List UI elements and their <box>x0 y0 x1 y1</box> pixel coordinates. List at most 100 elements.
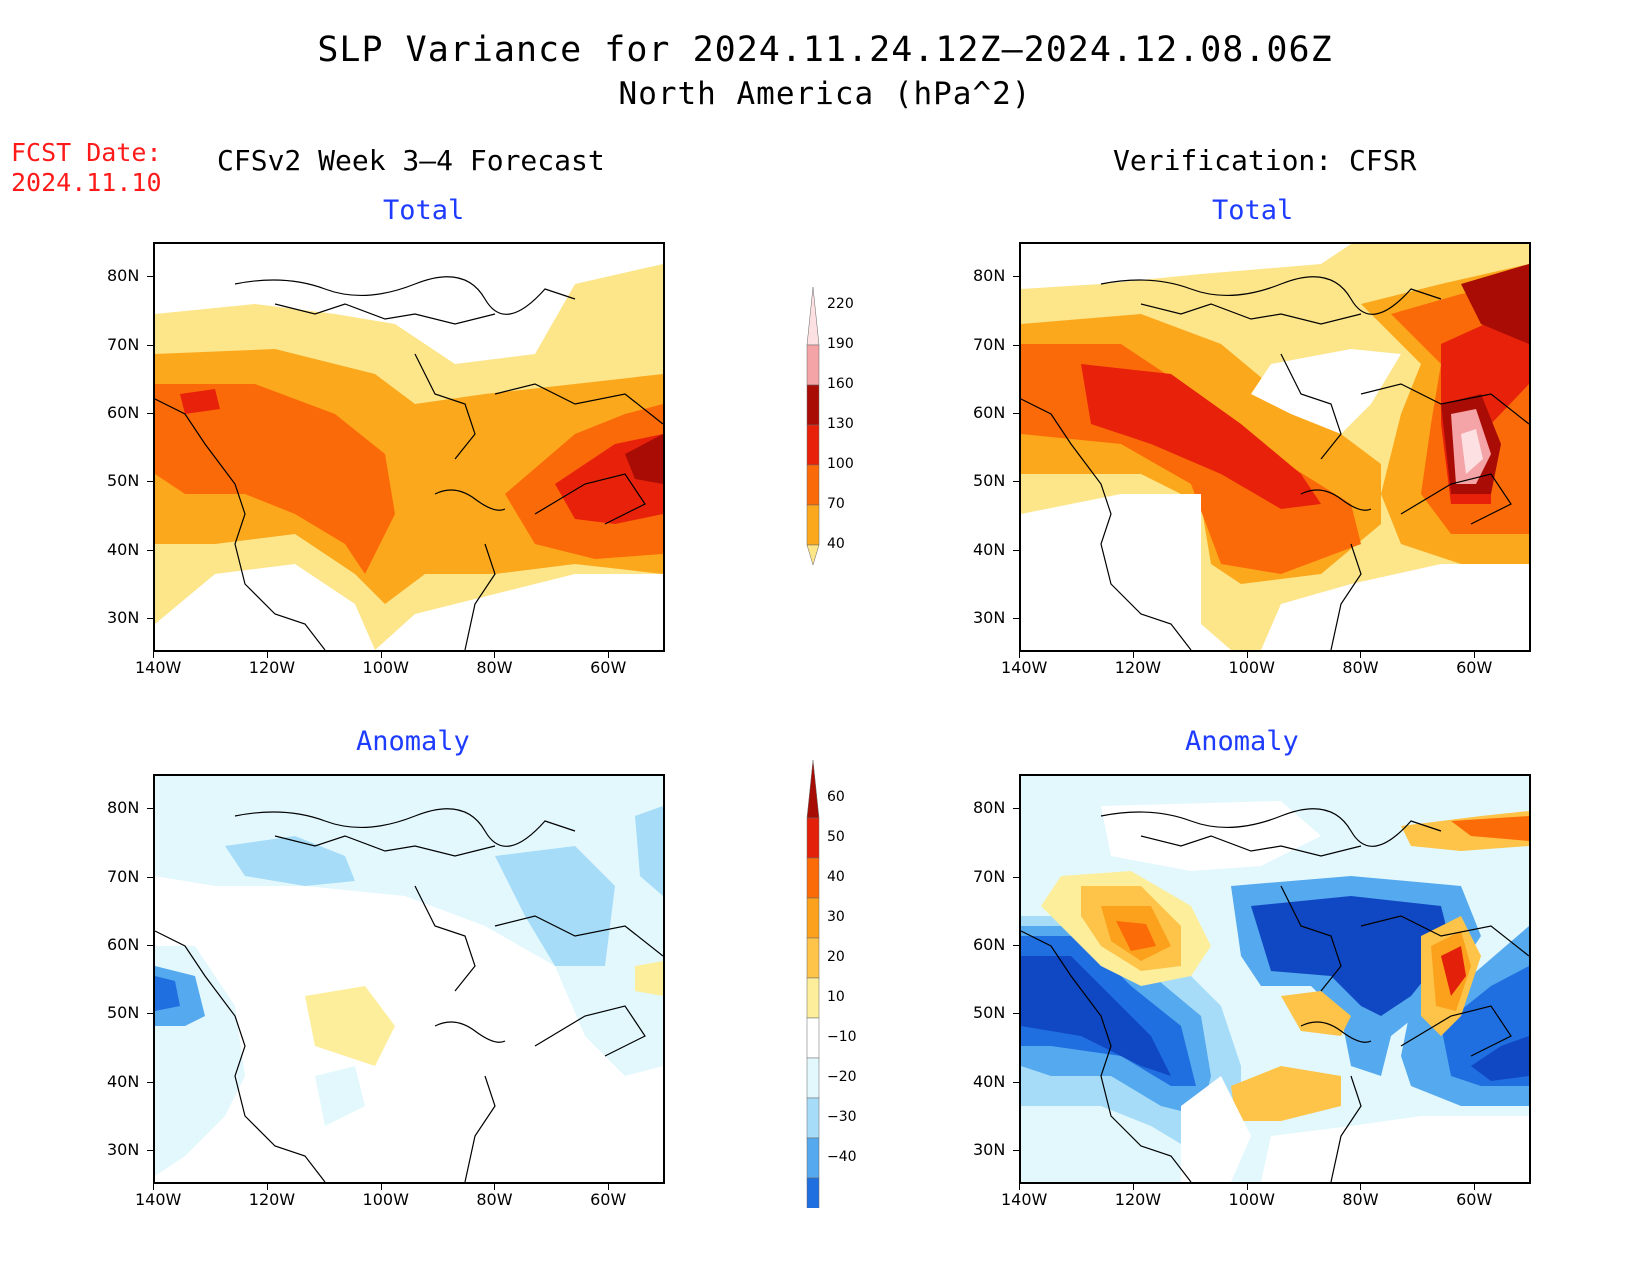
lon-tick-label: 60W <box>1456 658 1493 677</box>
colorbar-level-label: 70 <box>827 496 845 512</box>
lat-tick-mark <box>1013 944 1019 946</box>
lat-tick-label: 30N <box>973 1139 1006 1159</box>
panel-title-top-left: Total <box>383 195 465 226</box>
lon-tick-mark <box>1474 652 1476 658</box>
lat-tick-label: 60N <box>973 934 1006 954</box>
lon-tick-mark <box>380 652 382 658</box>
lon-tick-label: 60W <box>1456 1190 1493 1209</box>
colorbar-swatch <box>806 424 820 466</box>
lat-tick-mark <box>147 1013 153 1015</box>
colorbar-swatch <box>806 384 820 426</box>
lon-tick-label: 140W <box>135 658 182 677</box>
lat-tick-label: 40N <box>973 1071 1006 1091</box>
colorbar-swatch <box>806 344 820 386</box>
lat-tick-mark <box>1013 344 1019 346</box>
fcst-date-value: 2024.11.10 <box>11 168 162 197</box>
lon-tick-label: 60W <box>590 658 627 677</box>
lat-tick-label: 50N <box>107 471 140 491</box>
colorbar-swatch <box>806 1017 820 1059</box>
lon-tick-label: 80W <box>1342 658 1379 677</box>
lat-tick-label: 70N <box>973 866 1006 886</box>
colorbar-level-label: 100 <box>827 456 854 472</box>
lon-tick-label: 120W <box>248 1190 296 1209</box>
colorbar-level-label: 20 <box>827 949 845 965</box>
colorbar-level-label: 30 <box>827 909 845 925</box>
lat-tick-mark <box>147 412 153 414</box>
lon-tick-mark <box>1246 1184 1248 1190</box>
colorbar-level-label: 40 <box>827 869 845 885</box>
lon-tick-mark <box>608 652 610 658</box>
lat-tick-mark <box>147 549 153 551</box>
colorbar-swatch <box>806 977 820 1019</box>
lon-tick-mark <box>153 652 154 658</box>
lon-tick-mark <box>266 652 268 658</box>
lat-tick-label: 30N <box>973 607 1006 627</box>
verification-anomaly-field <box>1021 776 1529 1182</box>
lat-tick-mark <box>147 876 153 878</box>
lat-tick-label: 50N <box>107 1003 140 1023</box>
lat-tick-label: 30N <box>107 607 140 627</box>
lon-tick-label: 100W <box>362 658 409 677</box>
colorbar-swatch <box>806 1177 820 1208</box>
lon-tick-mark <box>1019 652 1020 658</box>
lat-tick-mark <box>147 944 153 946</box>
lon-tick-label: 100W <box>362 1190 409 1209</box>
lat-tick-mark <box>1013 412 1019 414</box>
lat-tick-label: 70N <box>107 866 140 886</box>
colorbar-swatch <box>806 544 820 566</box>
lon-tick-mark <box>1132 652 1134 658</box>
colorbar-level-label: 50 <box>827 829 845 845</box>
lat-tick-mark <box>147 344 153 346</box>
lat-tick-mark <box>147 481 153 483</box>
colorbar-swatch <box>806 286 820 346</box>
lat-tick-mark <box>1013 276 1019 278</box>
lon-tick-mark <box>494 652 496 658</box>
lon-tick-label: 80W <box>476 1190 513 1209</box>
colorbar-level-label: −30 <box>827 1109 857 1125</box>
colorbar-level-label: −20 <box>827 1069 857 1085</box>
lon-tick-mark <box>153 1184 154 1190</box>
lat-tick-mark <box>147 808 153 810</box>
verification-total-field <box>1021 244 1529 650</box>
lat-tick-label: 80N <box>107 798 140 818</box>
colorbar-anomaly: 60 50 40 30 20 10 −10 −20 −30 −40 <box>805 758 885 1208</box>
lat-tick-label: 30N <box>107 1139 140 1159</box>
lon-tick-mark <box>1360 652 1362 658</box>
lon-tick-mark <box>266 1184 268 1190</box>
lon-tick-label: 80W <box>476 658 513 677</box>
lat-tick-mark <box>1013 808 1019 810</box>
forecast-total-field <box>155 244 663 650</box>
map-verification-anomaly <box>1019 774 1531 1184</box>
map-forecast-anomaly <box>153 774 665 1184</box>
lat-tick-mark <box>1013 1081 1019 1083</box>
colorbar-swatch <box>806 937 820 979</box>
lat-tick-mark <box>147 1081 153 1083</box>
lat-tick-label: 80N <box>107 266 140 286</box>
lat-tick-label: 50N <box>973 1003 1006 1023</box>
lat-tick-mark <box>147 1149 153 1151</box>
lat-tick-label: 80N <box>973 266 1006 286</box>
lat-tick-label: 70N <box>973 334 1006 354</box>
colorbar-swatch <box>806 817 820 859</box>
colorbar-swatch <box>806 897 820 939</box>
colorbar-swatch <box>806 1137 820 1179</box>
lon-tick-mark <box>1019 1184 1020 1190</box>
fcst-date-label: FCST Date: <box>11 138 162 167</box>
map-verification-total <box>1019 242 1531 652</box>
lat-tick-mark <box>147 617 153 619</box>
lat-tick-mark <box>1013 481 1019 483</box>
forecast-column-heading: CFSv2 Week 3–4 Forecast <box>217 144 605 177</box>
colorbar-level-label: 40 <box>827 536 845 552</box>
lon-tick-mark <box>494 1184 496 1190</box>
fcst-date-block: FCST Date: 2024.11.10 <box>11 138 162 198</box>
lon-tick-mark <box>1246 652 1248 658</box>
colorbar-level-label: 60 <box>827 789 845 805</box>
panel-title-top-right: Total <box>1212 195 1294 226</box>
figure-title: SLP Variance for 2024.11.24.12Z–2024.12.… <box>317 30 1333 70</box>
lat-tick-label: 40N <box>107 1071 140 1091</box>
lat-tick-mark <box>1013 876 1019 878</box>
colorbar-level-label: 130 <box>827 416 854 432</box>
panel-title-bottom-left: Anomaly <box>356 726 470 757</box>
lat-tick-label: 60N <box>107 934 140 954</box>
colorbar-level-label: 220 <box>827 296 854 312</box>
